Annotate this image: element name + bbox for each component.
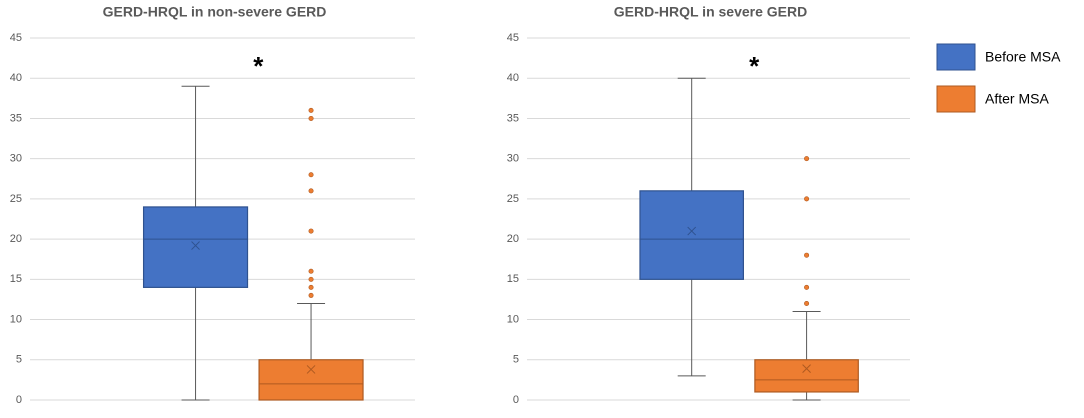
box — [754, 359, 859, 393]
mean-marker — [191, 241, 200, 250]
outlier — [804, 252, 810, 258]
annotation: * — [749, 51, 760, 81]
outlier — [804, 156, 810, 162]
box — [142, 206, 249, 288]
outlier — [308, 292, 314, 298]
y-tick-label: 40 — [507, 72, 519, 84]
y-tick-label: 35 — [10, 112, 22, 124]
y-tick-label: 45 — [10, 32, 22, 44]
y-tick-label: 45 — [507, 32, 519, 44]
legend-swatch — [936, 85, 976, 113]
y-tick-label: 0 — [16, 394, 22, 406]
y-tick-label: 0 — [513, 394, 519, 406]
box — [258, 359, 364, 401]
outlier — [308, 115, 314, 121]
outlier — [308, 228, 314, 234]
y-tick-label: 15 — [507, 273, 519, 285]
y-tick-label: 10 — [10, 313, 22, 325]
y-tick-label: 25 — [10, 193, 22, 205]
outlier — [308, 276, 314, 282]
y-tick-label: 5 — [16, 354, 22, 366]
chart-title: GERD-HRQL in severe GERD — [614, 4, 807, 20]
outlier — [804, 300, 810, 306]
legend-label: Before MSA — [985, 49, 1061, 65]
mean-marker — [802, 364, 811, 373]
legend-label: After MSA — [985, 91, 1049, 107]
y-tick-label: 25 — [507, 193, 519, 205]
box — [639, 190, 744, 280]
chart-title: GERD-HRQL in non-severe GERD — [103, 4, 327, 20]
outlier — [804, 284, 810, 290]
y-tick-label: 20 — [10, 233, 22, 245]
mean-marker — [687, 226, 697, 236]
y-tick-label: 30 — [10, 153, 22, 165]
y-tick-label: 40 — [10, 72, 22, 84]
outlier — [308, 268, 314, 274]
outlier — [308, 188, 314, 194]
mean-marker — [306, 365, 316, 374]
outlier — [308, 284, 314, 290]
annotation: * — [253, 51, 264, 81]
outlier — [308, 107, 314, 113]
y-tick-label: 10 — [507, 313, 519, 325]
outlier — [804, 196, 810, 202]
y-tick-label: 20 — [507, 233, 519, 245]
y-tick-label: 30 — [507, 153, 519, 165]
y-tick-label: 15 — [10, 273, 22, 285]
legend-swatch — [936, 43, 976, 71]
y-tick-label: 35 — [507, 112, 519, 124]
outlier — [308, 172, 314, 178]
y-tick-label: 5 — [513, 354, 519, 366]
